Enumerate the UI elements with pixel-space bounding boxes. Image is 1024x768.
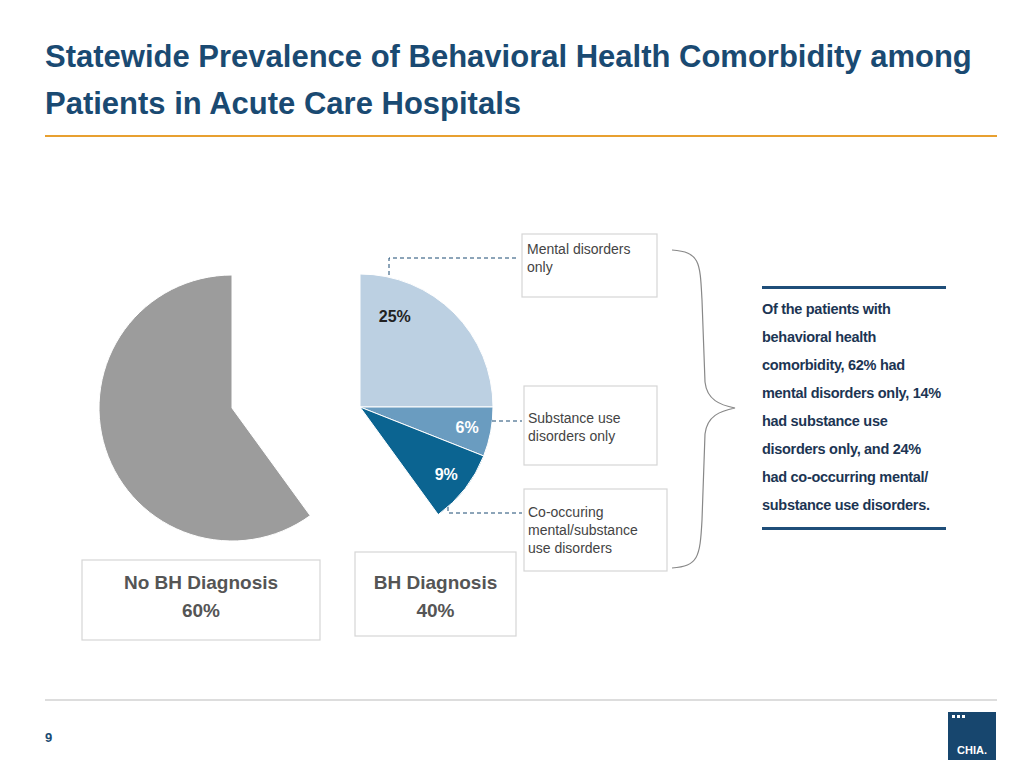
callout-line xyxy=(448,507,522,513)
data-label: 25% xyxy=(379,308,411,325)
title-rule xyxy=(45,135,997,137)
callout-box xyxy=(524,489,667,571)
footer-rule xyxy=(45,700,997,701)
pie-slice xyxy=(360,274,493,407)
callout-line xyxy=(492,421,522,422)
pie-slice xyxy=(360,407,484,515)
callout-label: Substance use disorders only xyxy=(528,409,653,445)
logo-box xyxy=(948,712,996,760)
pie xyxy=(99,274,493,541)
title: Statewide Prevalence of Behavioral Healt… xyxy=(45,33,990,127)
logo-dot xyxy=(962,715,965,718)
annotation: Of the patients with behavioral health c… xyxy=(762,286,946,530)
pie-slice xyxy=(99,275,310,541)
callout-box xyxy=(522,234,657,297)
data-label: 60% xyxy=(82,600,320,622)
group-value: 40% xyxy=(355,600,516,622)
data-label: 6% xyxy=(456,419,479,436)
data-label: 9% xyxy=(435,466,458,483)
callout-line xyxy=(389,258,518,275)
brace xyxy=(672,250,735,568)
group-box xyxy=(355,552,516,636)
callout-label: Co-occuring mental/substance use disorde… xyxy=(528,503,663,557)
logo-dot xyxy=(952,715,955,718)
group-name: BH Diagnosis xyxy=(355,572,516,594)
page: 25% 6% 9% CHIA. Statewide Prevalence of Beh… xyxy=(0,0,1024,768)
logo-dot xyxy=(957,715,960,718)
logo-text: CHIA. xyxy=(957,744,987,756)
group-box xyxy=(82,560,320,640)
page-number: 9 xyxy=(45,730,52,745)
callout-box xyxy=(524,386,657,465)
slice-category: No BH Diagnosis xyxy=(82,572,320,594)
callout-label: Mental disorders only xyxy=(527,240,654,276)
